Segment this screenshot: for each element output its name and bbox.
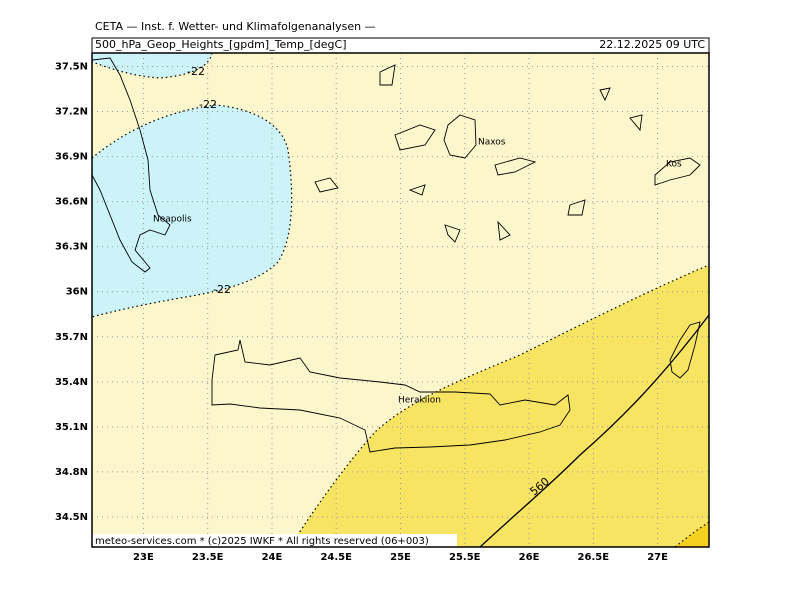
footer-box <box>92 534 457 547</box>
x-tick-label: 24E <box>262 552 283 563</box>
temp-band-cold <box>92 105 292 317</box>
x-tick-label: 23E <box>133 552 154 563</box>
coastline <box>669 321 701 379</box>
x-tick-label: 25E <box>390 552 411 563</box>
axis-labels: 23E 23.5E 24E 24.5E 25E 25.5E 26E 26.5E 27E 37.5N… <box>55 62 668 563</box>
temp-band-cold <box>92 53 212 78</box>
coastline <box>314 64 643 243</box>
height-contour <box>479 314 710 548</box>
header-subtitle: 500_hPa_Geop_Heights_[gpdm]_Temp_[degC] <box>95 38 347 51</box>
place-label: Kos <box>666 160 682 170</box>
coastline <box>443 114 477 159</box>
y-tick-label: 36.6N <box>55 197 88 208</box>
y-tick-label: 36N <box>66 287 88 298</box>
y-tick-label: 35.7N <box>55 332 88 343</box>
footer: meteo-services.com * (c)2025 IWKF * All … <box>95 536 429 547</box>
x-tick-label: 23.5E <box>192 552 224 563</box>
temp-band-warm <box>290 265 709 547</box>
contour-label: -22 <box>187 65 205 78</box>
coastline <box>211 339 571 453</box>
y-tick-label: 37.5N <box>55 62 88 73</box>
header-title: CETA — Inst. f. Wetter- und Klimafolgena… <box>95 20 376 33</box>
x-tick-label: 27E <box>647 552 668 563</box>
x-tick-label: 26.5E <box>578 552 610 563</box>
contour-label: -22 <box>199 98 217 111</box>
contour-label: -22 <box>213 283 231 296</box>
place-label: Neapolis <box>153 215 192 225</box>
place-label: Naxos <box>478 138 506 148</box>
isotherm <box>91 104 293 318</box>
coastline <box>91 57 171 273</box>
y-tick-label: 35.4N <box>55 377 88 388</box>
header-date: 22.12.2025 09 UTC <box>599 38 705 51</box>
y-tick-label: 37.2N <box>55 107 88 118</box>
coastline <box>654 157 701 186</box>
y-tick-label: 36.3N <box>55 242 88 253</box>
y-tick-label: 34.5N <box>55 512 88 523</box>
y-tick-label: 34.8N <box>55 467 88 478</box>
y-tick-label: 36.9N <box>55 152 88 163</box>
place-label: Heraklion <box>398 396 441 406</box>
y-tick-label: 35.1N <box>55 422 88 433</box>
x-tick-label: 26E <box>519 552 540 563</box>
map-frame <box>91 52 710 548</box>
x-tick-label: 25.5E <box>449 552 481 563</box>
isotherm <box>91 52 213 79</box>
isotherm <box>289 264 710 548</box>
x-tick-label: 24.5E <box>320 552 352 563</box>
map-area: -22 -22 -22 560 Neapolis Naxos Kos Herak… <box>91 52 710 548</box>
